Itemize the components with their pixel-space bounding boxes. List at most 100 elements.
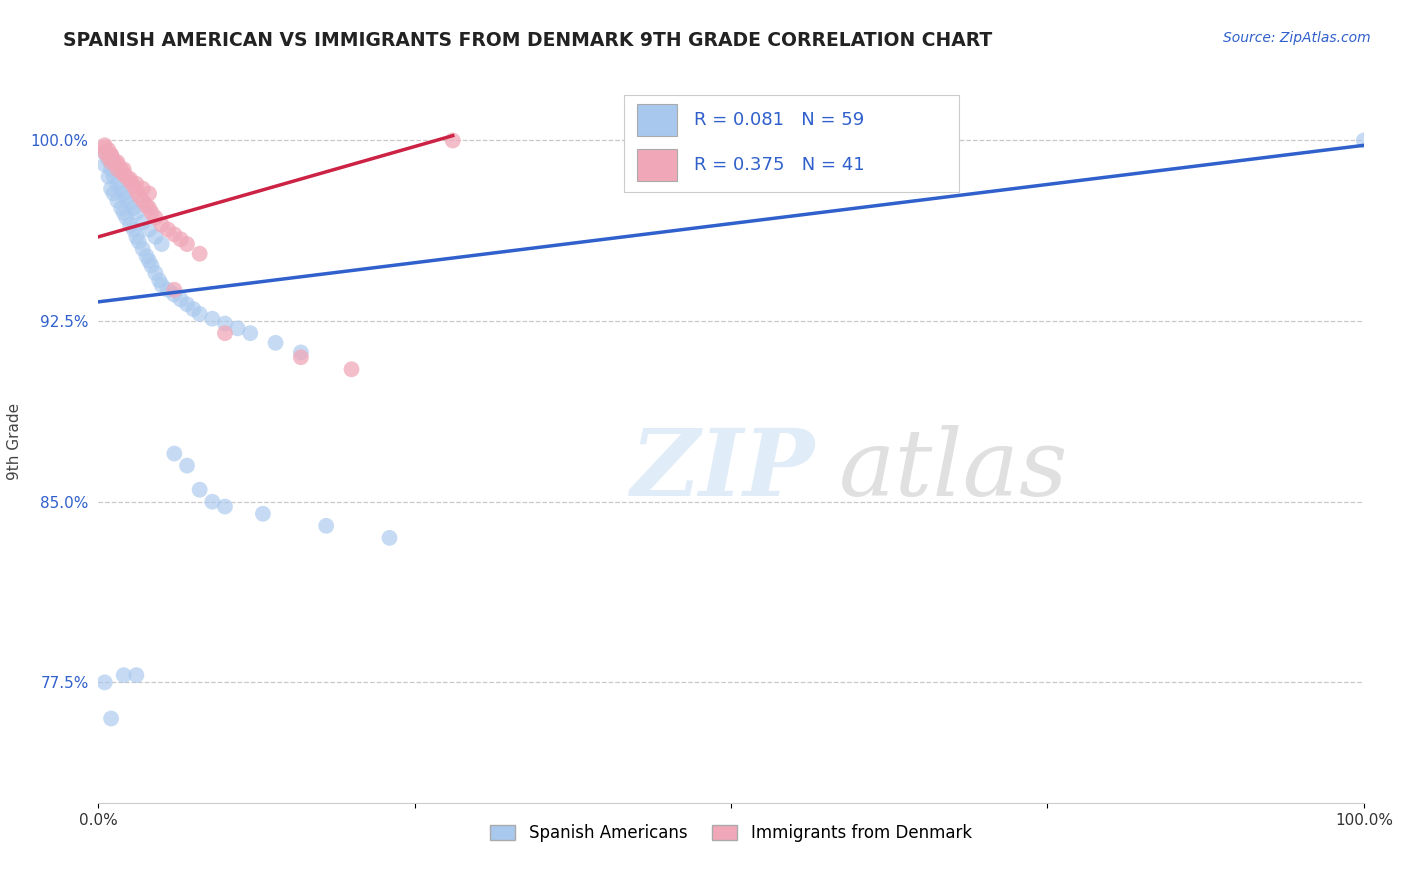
Point <box>100 148 122 162</box>
Point <box>150 237 173 252</box>
Point <box>141 205 163 219</box>
Point <box>163 227 186 242</box>
Point <box>93 141 117 155</box>
Point <box>107 194 129 208</box>
Point <box>138 201 160 215</box>
Text: ZIP: ZIP <box>630 425 814 516</box>
Point <box>141 259 163 273</box>
Point <box>132 181 155 195</box>
Point <box>201 494 224 508</box>
Point <box>315 518 337 533</box>
Point <box>100 148 122 162</box>
Point <box>290 350 312 364</box>
Point <box>112 162 135 177</box>
Point <box>115 211 138 225</box>
Point <box>122 222 145 236</box>
Point <box>107 157 129 171</box>
Point <box>107 162 129 177</box>
Point <box>145 266 166 280</box>
Point <box>93 675 117 690</box>
Point <box>112 205 135 219</box>
Point <box>103 169 125 184</box>
Point <box>110 162 132 177</box>
Point <box>93 138 117 153</box>
Point <box>176 297 198 311</box>
Point <box>163 287 186 301</box>
Point <box>150 278 173 293</box>
Point <box>214 500 236 514</box>
Point <box>125 668 148 682</box>
Point <box>169 293 191 307</box>
Point <box>125 184 148 198</box>
Text: atlas: atlas <box>838 425 1069 516</box>
Point <box>107 177 129 191</box>
Point <box>103 186 125 201</box>
Point <box>93 145 117 160</box>
Point <box>97 153 120 167</box>
Point <box>125 230 148 244</box>
Point <box>226 321 249 335</box>
Point <box>378 531 401 545</box>
Point <box>110 201 132 215</box>
Point <box>157 283 180 297</box>
Point <box>188 246 211 260</box>
Point <box>138 253 160 268</box>
Point <box>188 307 211 321</box>
Point <box>125 177 148 191</box>
Point <box>125 205 148 219</box>
Point <box>115 191 138 205</box>
Point <box>163 283 186 297</box>
Point <box>97 150 120 164</box>
Point <box>340 362 363 376</box>
Point <box>107 155 129 169</box>
Point <box>115 169 138 184</box>
Point <box>132 215 155 229</box>
Point <box>145 230 166 244</box>
Point <box>138 222 160 236</box>
Point <box>214 317 236 331</box>
Point <box>132 194 155 208</box>
Point <box>145 211 166 225</box>
Text: Source: ZipAtlas.com: Source: ZipAtlas.com <box>1223 31 1371 45</box>
Point <box>1353 133 1375 147</box>
Point <box>120 172 141 186</box>
Point <box>176 458 198 473</box>
Legend: Spanish Americans, Immigrants from Denmark: Spanish Americans, Immigrants from Denma… <box>484 817 979 848</box>
Point <box>93 145 117 160</box>
Point <box>135 198 157 212</box>
Point <box>100 181 122 195</box>
Point <box>112 167 135 181</box>
Point <box>188 483 211 497</box>
Point <box>176 237 198 252</box>
Point <box>100 162 122 177</box>
Point <box>97 143 120 157</box>
Point <box>252 507 274 521</box>
Point <box>169 232 191 246</box>
Point <box>239 326 262 340</box>
Point <box>128 189 150 203</box>
Point <box>201 311 224 326</box>
Point <box>157 222 180 236</box>
Point <box>97 169 120 184</box>
Point <box>163 446 186 460</box>
Point <box>290 345 312 359</box>
Point <box>110 181 132 195</box>
Point <box>93 157 117 171</box>
Point <box>100 711 122 725</box>
Point <box>103 153 125 167</box>
Point <box>120 218 141 232</box>
Point <box>128 235 150 249</box>
Point <box>100 155 122 169</box>
Point <box>150 218 173 232</box>
Point <box>138 186 160 201</box>
Point <box>112 668 135 682</box>
Point <box>122 201 145 215</box>
Point <box>122 179 145 194</box>
Point <box>264 335 287 350</box>
Point <box>135 249 157 263</box>
Point <box>183 301 205 316</box>
Point <box>120 174 141 188</box>
Point <box>132 242 155 256</box>
Y-axis label: 9th Grade: 9th Grade <box>7 403 22 480</box>
Point <box>120 196 141 211</box>
